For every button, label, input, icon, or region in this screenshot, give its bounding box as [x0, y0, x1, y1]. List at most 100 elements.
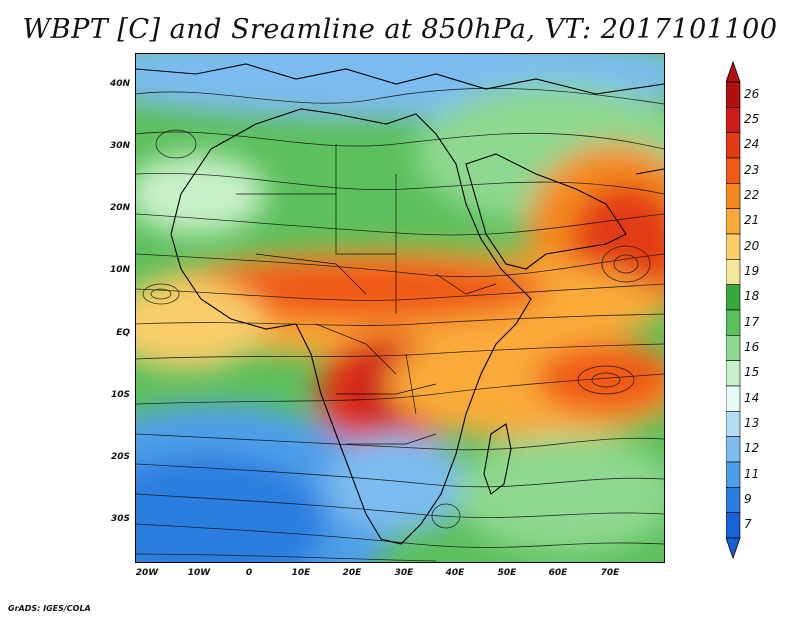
colorbar-swatch	[726, 512, 741, 539]
lat-label-10n: 10N	[109, 265, 130, 275]
vortex-atlantic	[142, 283, 180, 305]
colorbar-swatch	[726, 107, 741, 133]
lon-label-70e: 70E	[600, 568, 620, 578]
colorbar-label: 11	[744, 466, 760, 481]
colorbar-label: 21	[744, 213, 760, 228]
colorbar-swatch	[726, 81, 741, 108]
colorbar-label: 18	[744, 289, 760, 304]
colorbar-swatch	[726, 259, 741, 285]
streamline	[136, 523, 664, 548]
lat-label-10s: 10S	[110, 390, 130, 400]
vortex-mozambique	[431, 503, 461, 529]
colorbar-label: 23	[744, 162, 760, 177]
lon-label-20w: 20W	[135, 568, 159, 578]
country-borders	[236, 144, 497, 445]
africa-coastline	[170, 108, 532, 545]
border	[346, 433, 437, 445]
lon-label-50e: 50E	[497, 568, 517, 578]
lon-label-40e: 40E	[445, 568, 465, 578]
colorbar-swatch	[726, 208, 741, 235]
vortex-arabian-sea	[613, 254, 639, 274]
lat-label-20s: 20S	[110, 452, 130, 462]
colorbar-swatch	[726, 487, 741, 513]
streamline	[136, 253, 664, 278]
colorbar-label: 16	[744, 340, 760, 354]
india-coastline	[635, 168, 664, 175]
lat-label-40n: 40N	[109, 79, 130, 89]
colorbar-swatch	[726, 461, 741, 488]
border	[435, 273, 497, 295]
lon-label-10e: 10E	[291, 568, 311, 578]
colorbar-swatch	[726, 360, 741, 387]
colorbar-label: 13	[744, 416, 760, 430]
colorbar-swatch	[726, 335, 741, 361]
vortex-indian-ocean	[577, 365, 635, 395]
vortex-north-atlantic	[155, 129, 197, 159]
colorbar-label: 25	[744, 112, 760, 126]
border	[255, 253, 367, 295]
streamline	[136, 213, 664, 236]
streamline	[136, 313, 664, 326]
border	[405, 353, 417, 415]
field-south-atlantic-colder	[136, 454, 326, 562]
lat-label-eq: EQ	[116, 328, 130, 338]
colorbar-swatch	[726, 385, 741, 412]
colorbar-label: 17	[744, 314, 760, 329]
border	[315, 323, 397, 375]
field-sahel-hot	[186, 257, 546, 321]
coastlines	[136, 63, 664, 545]
border	[336, 383, 437, 395]
colorbar-label: 24	[744, 137, 760, 152]
credit-label: GrADS: IGES/COLA	[8, 604, 91, 613]
colorbar-swatch	[726, 284, 741, 311]
colorbar-top-arrow	[726, 60, 741, 83]
streamline	[136, 463, 664, 488]
colorbar	[726, 60, 741, 560]
streamline	[136, 172, 664, 195]
colorbar-label: 14	[744, 390, 760, 405]
map-panel	[135, 53, 665, 563]
europe-coastline	[136, 63, 664, 95]
colorbar-swatch	[726, 157, 741, 184]
colorbar-label: 19	[744, 264, 760, 278]
colorbar-swatch	[726, 132, 741, 159]
temperature-field	[136, 54, 664, 562]
lon-label-30e: 30E	[394, 568, 414, 578]
colorbar-label: 22	[744, 188, 760, 202]
vortex-indian-ocean	[591, 372, 621, 388]
lat-label-20n: 20N	[109, 203, 130, 213]
vortex-arabian-sea	[601, 245, 651, 283]
wbpt-streamline-map	[136, 54, 664, 562]
streamlines	[136, 87, 664, 562]
colorbar-label: 12	[744, 441, 760, 456]
colorbar-label: 20	[744, 238, 760, 253]
field-atlantic-warm	[136, 279, 266, 369]
colorbar-swatch	[726, 233, 741, 260]
colorbar-swatch	[726, 436, 741, 463]
colorbar-label: 9	[744, 492, 752, 506]
colorbar-label: 7	[744, 517, 752, 532]
colorbar-swatch	[726, 411, 741, 437]
colorbar-swatch	[726, 309, 741, 336]
arabia-coastline	[465, 153, 627, 270]
lat-label-30s: 30S	[110, 514, 130, 524]
colorbar-label: 26	[744, 86, 760, 101]
border	[236, 193, 396, 255]
streamline	[136, 493, 664, 518]
lon-label-10w: 10W	[187, 568, 211, 578]
figure-title: WBPT [C] and Sreamline at 850hPa, VT: 20…	[22, 14, 778, 45]
field-nw-light	[136, 154, 266, 234]
colorbar-swatch	[726, 183, 741, 209]
madagascar-coastline	[483, 423, 512, 495]
lat-label-30n: 30N	[109, 141, 130, 151]
streamline	[136, 433, 664, 451]
streamline	[136, 131, 664, 150]
vortex-atlantic	[150, 288, 172, 300]
lon-label-0: 0	[245, 568, 253, 578]
streamline	[136, 553, 437, 562]
lon-label-20e: 20E	[342, 568, 362, 578]
colorbar-bottom-arrow	[726, 537, 741, 560]
colorbar-swatches	[726, 60, 741, 560]
streamline	[136, 87, 664, 105]
streamline	[136, 283, 664, 301]
